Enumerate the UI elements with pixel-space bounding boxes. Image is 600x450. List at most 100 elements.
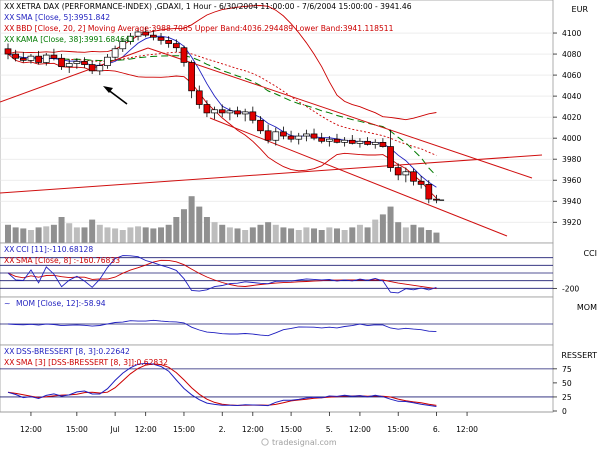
candle[interactable]: [295, 132, 303, 145]
candle[interactable]: [150, 29, 157, 41]
candle-body: [333, 138, 341, 143]
candle[interactable]: [218, 104, 226, 118]
cci-legend-entry[interactable]: XX CCI [11]:-110.68128: [4, 245, 93, 254]
candle[interactable]: [203, 100, 211, 118]
candle[interactable]: [12, 49, 20, 62]
volume-bar: [127, 227, 134, 243]
volume-bar: [142, 227, 149, 243]
candle[interactable]: [180, 45, 188, 67]
trendline-down-upper[interactable]: [147, 47, 533, 179]
candle[interactable]: [157, 33, 165, 45]
legend-prefix: XX: [4, 347, 14, 356]
volume-bar: [104, 227, 111, 243]
price-legend-entry[interactable]: XX XETRA DAX (PERFORMANCE-INDEX) ,GDAXI, …: [4, 2, 412, 11]
candle[interactable]: [127, 33, 134, 45]
dss-y-tick-label: 0: [562, 407, 567, 416]
candle[interactable]: [27, 54, 35, 64]
candle[interactable]: [394, 163, 402, 181]
candle-body: [19, 57, 27, 61]
candle[interactable]: [364, 137, 371, 146]
candle-body: [12, 53, 20, 59]
candle[interactable]: [417, 175, 425, 189]
candle[interactable]: [379, 138, 387, 148]
candle[interactable]: [195, 85, 203, 109]
x-tick-label: 6.: [433, 425, 440, 434]
candle-body: [387, 146, 394, 168]
price-pane[interactable]: XX XETRA DAX (PERFORMANCE-INDEX) ,GDAXI, …: [0, 0, 588, 244]
candle[interactable]: [333, 133, 341, 144]
trendline-support[interactable]: [0, 154, 543, 194]
candle[interactable]: [35, 50, 42, 65]
candle[interactable]: [88, 60, 96, 75]
cci-legend-entry[interactable]: XX SMA [Close, 8] :-160.76833: [4, 256, 120, 265]
candle[interactable]: [96, 62, 104, 76]
candle[interactable]: [111, 45, 119, 61]
candle[interactable]: [425, 180, 433, 204]
candle[interactable]: [42, 52, 50, 66]
volume-bar: [356, 224, 363, 243]
candle[interactable]: [165, 36, 173, 48]
candle[interactable]: [134, 28, 142, 41]
mom-pane[interactable]: ~ MOM [Close, 12]:-58.94 MOM: [0, 296, 597, 346]
dss-pane[interactable]: XX DSS-BRESSERT [8, 3]:0.22642 XX SMA [3] […: [0, 344, 597, 416]
candle[interactable]: [172, 39, 180, 52]
candle-body: [379, 141, 387, 147]
candle-body: [211, 109, 218, 114]
volume-bar: [379, 214, 386, 243]
candle[interactable]: [142, 26, 150, 38]
candle[interactable]: [310, 128, 318, 141]
candle-body: [364, 140, 371, 145]
candle[interactable]: [287, 130, 295, 143]
candle[interactable]: [81, 57, 88, 68]
candle[interactable]: [264, 124, 272, 144]
dss-y-tick-label: 75: [562, 365, 572, 374]
volume-bar: [96, 224, 103, 243]
candle-body: [134, 31, 142, 37]
candle[interactable]: [356, 138, 364, 148]
candle[interactable]: [58, 54, 65, 70]
price-legend-entry[interactable]: XX SMA [Close, 5]:3951.842: [4, 13, 110, 22]
mom-legend-entry[interactable]: ~ MOM [Close, 12]:-58.94: [4, 299, 106, 308]
candle[interactable]: [257, 116, 264, 134]
candle[interactable]: [348, 134, 356, 145]
candle[interactable]: [410, 168, 417, 186]
candle-body: [81, 61, 88, 65]
candle[interactable]: [371, 139, 379, 149]
candle[interactable]: [211, 106, 218, 120]
candle[interactable]: [280, 126, 287, 140]
x-tick-label: Jul: [110, 425, 120, 434]
candle[interactable]: [241, 108, 249, 122]
cci-pane[interactable]: XX CCI [11]:-110.68128 XX SMA [Close, 8] :-…: [0, 242, 597, 298]
candle[interactable]: [73, 58, 81, 69]
candle[interactable]: [303, 129, 310, 142]
candle[interactable]: [226, 107, 234, 121]
candle[interactable]: [318, 132, 326, 144]
candle[interactable]: [325, 136, 333, 147]
candle[interactable]: [387, 129, 394, 172]
candle[interactable]: [249, 106, 257, 124]
candle[interactable]: [104, 54, 111, 69]
candle[interactable]: [65, 59, 73, 73]
candle[interactable]: [272, 127, 280, 146]
trendline-down-lower[interactable]: [209, 117, 508, 237]
x-tick-label: 2.: [219, 425, 226, 434]
candle[interactable]: [341, 137, 348, 147]
dss-legend-entry[interactable]: XX DSS-BRESSERT [8, 3]:0.22642: [4, 347, 130, 356]
candle[interactable]: [234, 106, 241, 118]
candle[interactable]: [19, 51, 27, 63]
candle[interactable]: [50, 48, 58, 61]
candle-body: [325, 138, 333, 142]
dss-legend-entry[interactable]: XX SMA [3] [DSS-BRESSERT [8, 3]]:0.62832: [4, 358, 168, 367]
trendline-up[interactable]: [0, 47, 149, 103]
candle[interactable]: [402, 167, 410, 183]
volume-bar: [387, 206, 394, 243]
price-legend-entry[interactable]: XX BBD [Close, 20, 2] Moving Average:3988…: [4, 24, 394, 33]
candle[interactable]: [188, 60, 195, 99]
candle[interactable]: [4, 43, 12, 60]
candle-body: [371, 141, 379, 145]
kama-line: [7, 53, 437, 177]
volume-bar: [180, 209, 187, 243]
cci-y-tick-label: -200: [562, 284, 579, 293]
candle[interactable]: [119, 38, 127, 52]
price-legend-entry[interactable]: XX KAMA [Close, 38]:3991.684641: [4, 35, 135, 44]
